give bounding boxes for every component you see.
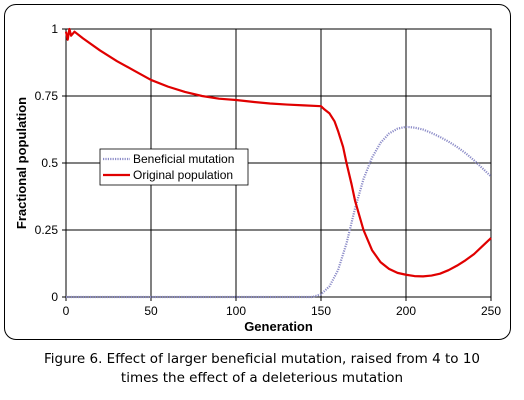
x-tick-label: 50 (144, 304, 158, 318)
legend-label-beneficial: Beneficial mutation (133, 152, 234, 166)
y-tick-label: 0.25 (35, 223, 59, 237)
series-line-original (64, 27, 492, 278)
x-tick-label: 200 (396, 304, 416, 318)
y-tick-label: 0.75 (35, 89, 59, 103)
x-tick-label: 250 (481, 304, 501, 318)
legend: Beneficial mutation Original population (99, 148, 249, 186)
figure-caption: Figure 6. Effect of larger beneficial mu… (0, 350, 524, 388)
caption-line-2: times the effect of a deleterious mutati… (120, 370, 404, 386)
series-line-beneficial (66, 125, 492, 299)
caption-line-1: Figure 6. Effect of larger beneficial mu… (43, 351, 480, 367)
y-axis-title: Fractional population (14, 97, 29, 229)
x-axis-title: Generation (244, 319, 313, 334)
x-tick-label: 0 (63, 304, 70, 318)
y-tick-label: 1 (51, 22, 58, 36)
series-lines (64, 27, 492, 299)
x-tick-label: 100 (226, 304, 246, 318)
y-tick-label: 0.5 (41, 156, 58, 170)
axis-ticks: 0 50 100 150 200 250 0 0.25 0.5 0.75 1 (35, 22, 502, 318)
figure-frame (4, 4, 511, 340)
legend-label-original: Original population (133, 168, 233, 182)
y-tick-label: 0 (51, 290, 58, 304)
x-tick-label: 150 (311, 304, 331, 318)
legend-box (99, 148, 249, 186)
